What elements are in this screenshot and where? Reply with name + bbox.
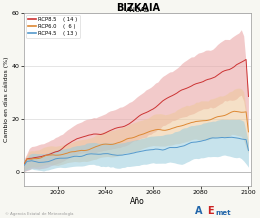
X-axis label: Año: Año xyxy=(130,197,145,206)
Text: © Agencia Estatal de Meteorología: © Agencia Estatal de Meteorología xyxy=(5,212,74,216)
Text: A: A xyxy=(195,206,203,216)
Text: E: E xyxy=(207,206,213,216)
Legend: RCP8.5    ( 14 ), RCP6.0    (  6 ), RCP4.5    ( 13 ): RCP8.5 ( 14 ), RCP6.0 ( 6 ), RCP4.5 ( 13… xyxy=(26,15,80,38)
Y-axis label: Cambio en días cálidos (%): Cambio en días cálidos (%) xyxy=(3,57,9,142)
Text: ANUAL: ANUAL xyxy=(126,7,150,13)
Text: met: met xyxy=(215,210,231,216)
Title: BIZKAIA: BIZKAIA xyxy=(116,3,160,14)
